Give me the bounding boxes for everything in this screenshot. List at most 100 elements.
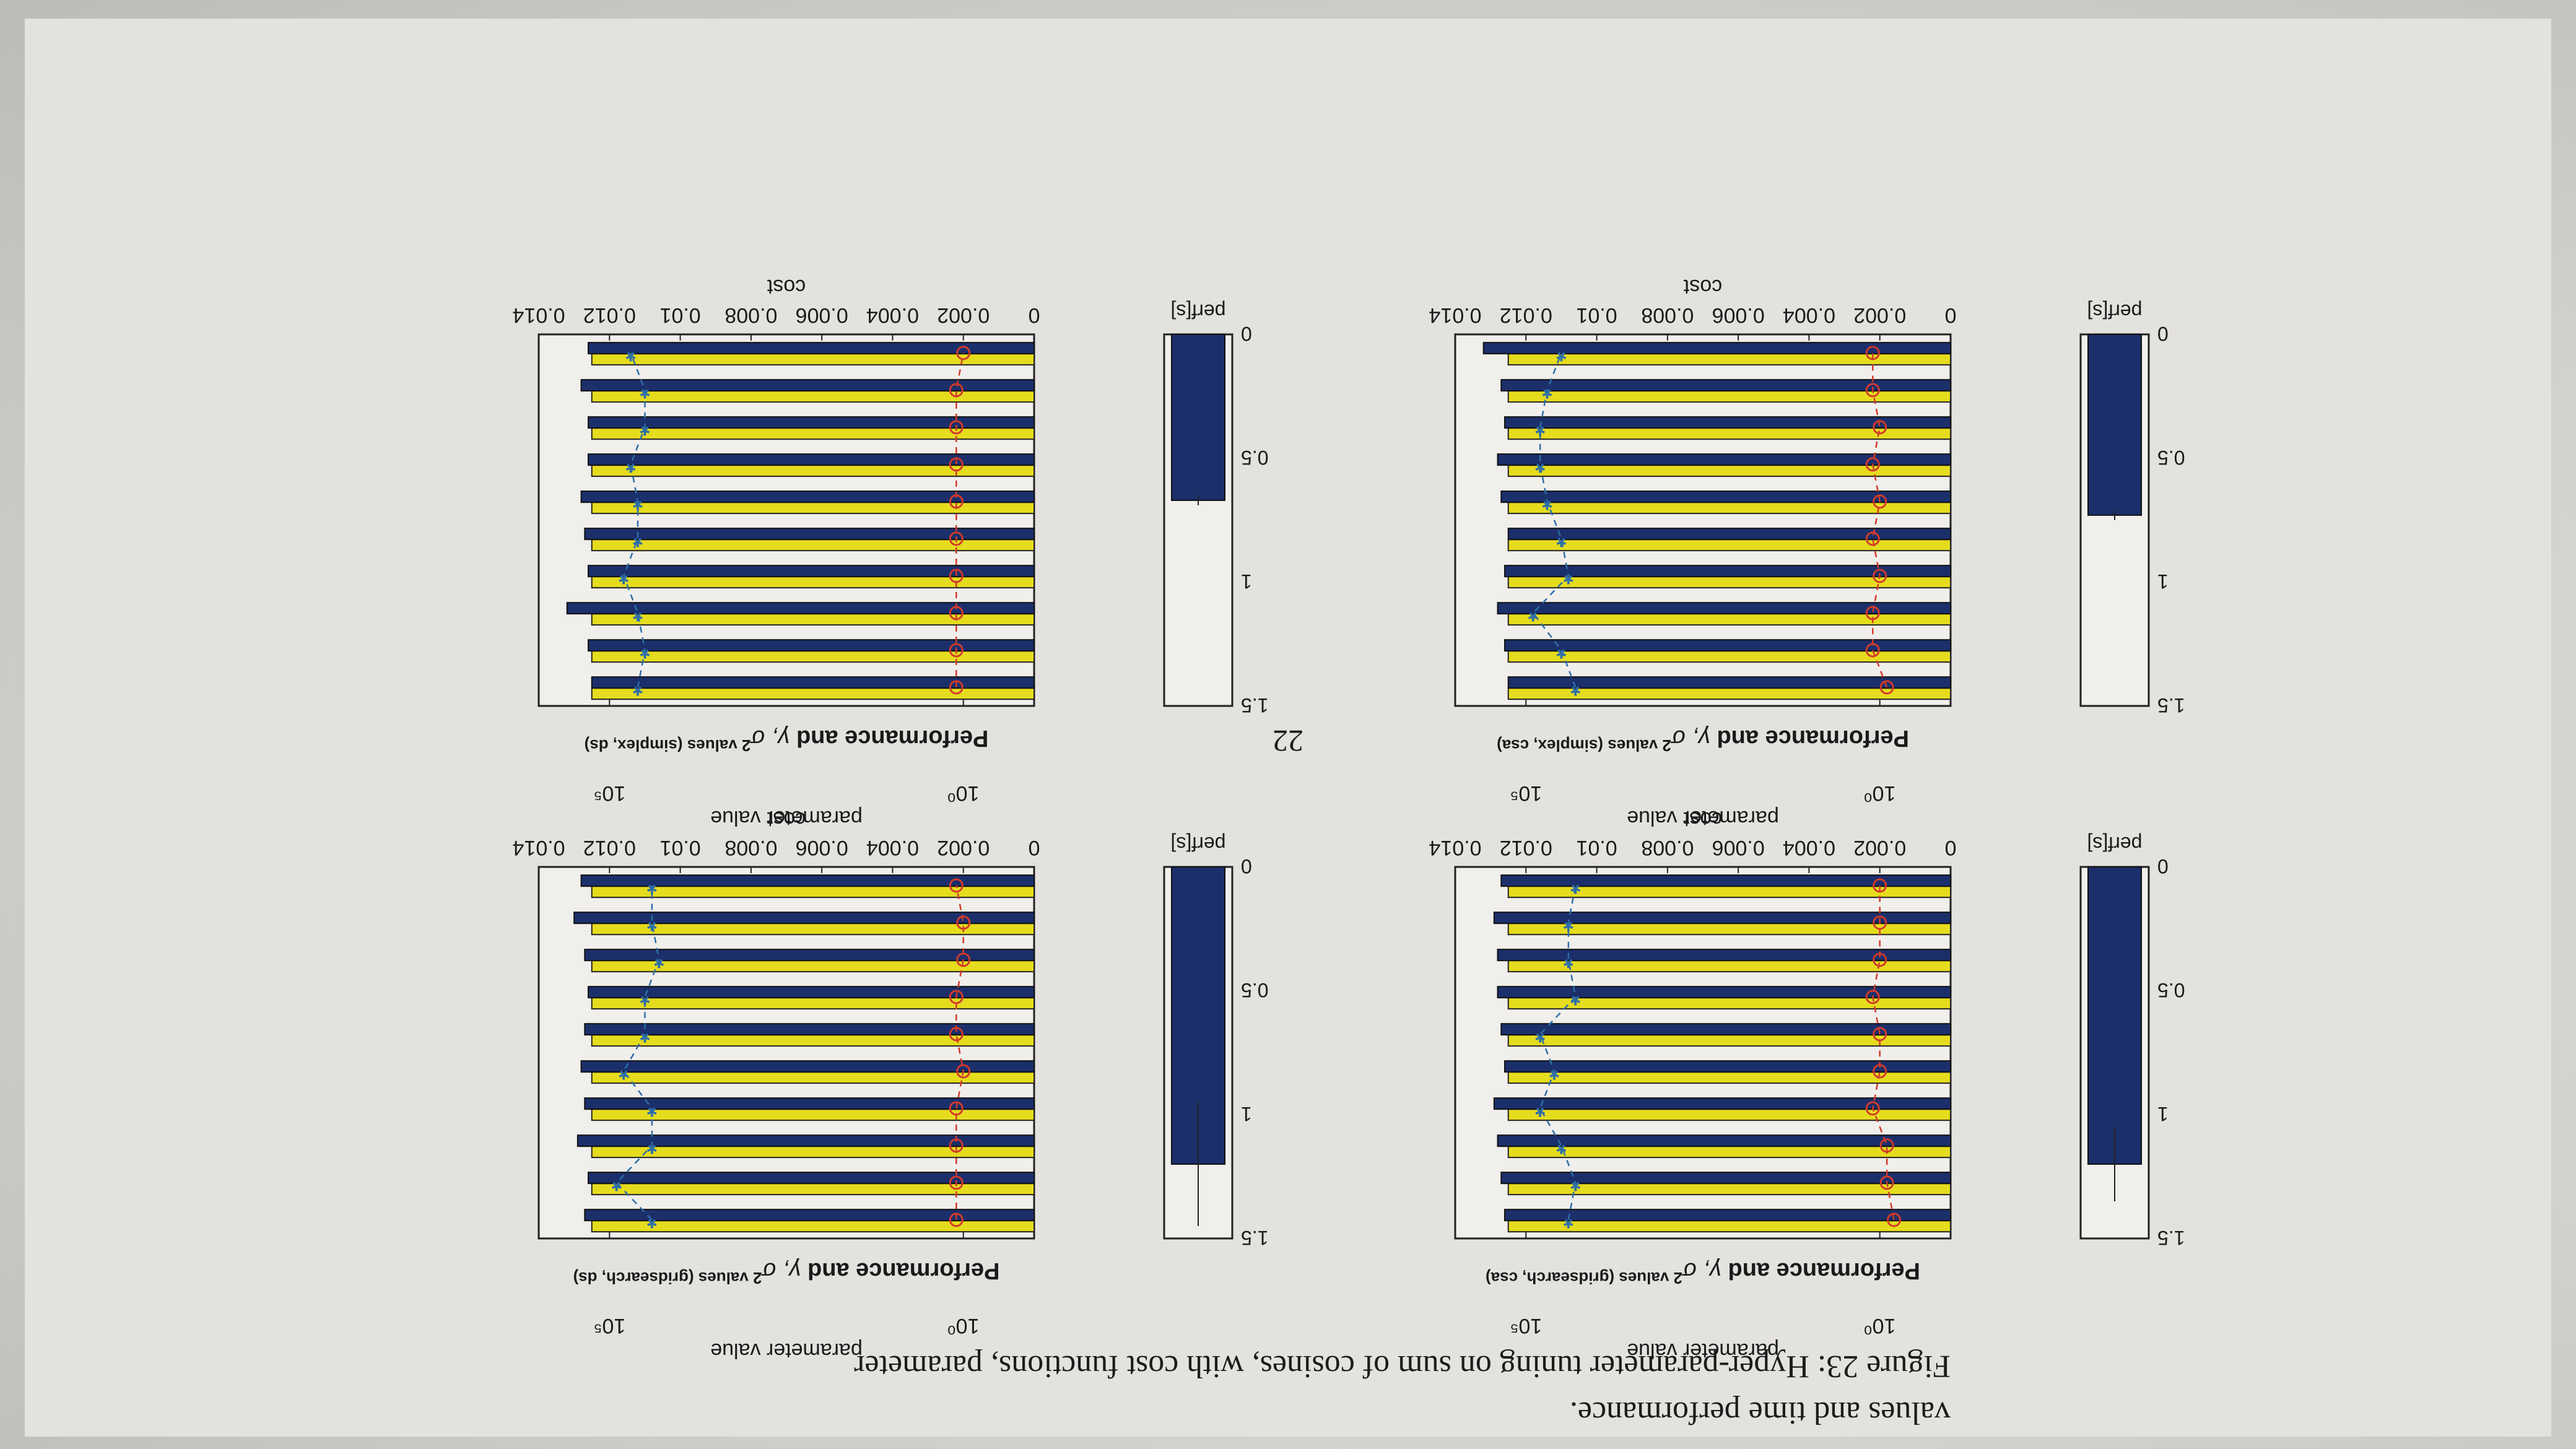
bar-navy [588, 565, 1035, 578]
bar-yellow [591, 464, 1035, 477]
gamma-line [1871, 886, 1895, 1221]
gamma-marker [1865, 383, 1880, 398]
sigma-marker: * [1542, 487, 1552, 515]
bar-yellow [591, 1108, 1035, 1121]
chart-panel-1: Performance and γ, σ2 values (gridsearch… [512, 807, 1268, 1362]
bar-yellow [1507, 960, 1951, 973]
gamma-marker [949, 1027, 964, 1042]
gamma-marker [949, 568, 964, 583]
gamma-marker [1873, 494, 1887, 509]
bar-yellow [1507, 650, 1951, 663]
sigma-marker: * [1535, 1020, 1545, 1047]
sigma-marker: * [647, 908, 657, 936]
sigma-marker: * [654, 946, 664, 973]
sigma-marker: * [640, 376, 650, 403]
chart-panel-2: Performance and γ, σ2 values (simplex, c… [1429, 275, 2185, 830]
bar-navy [577, 1134, 1035, 1147]
bar-yellow [591, 687, 1035, 700]
perf-tick-label: 0.5 [2157, 446, 2185, 469]
param-axis-label: parameter value [1627, 1339, 1779, 1362]
gamma-line [955, 352, 964, 687]
perf-tick-label: 0.5 [2157, 979, 2185, 1001]
bar-navy [1482, 342, 1951, 355]
cost-axis-label: cost [767, 807, 806, 831]
perf-tick-label: 1 [1241, 1103, 1252, 1125]
param-tick-label: 10⁵ [1510, 1314, 1542, 1338]
chart-title-prefix: Performance and [790, 725, 988, 751]
sigma-marker: * [612, 1168, 622, 1196]
sigma-marker: * [1556, 524, 1566, 552]
bar-navy [1497, 986, 1951, 999]
figure-caption-line1: Figure 23: Hyper-parameter tuning on sum… [854, 1349, 1951, 1384]
param-tick-label: 10⁵ [1510, 781, 1542, 805]
gamma-marker [949, 494, 964, 509]
bar-yellow [1507, 923, 1951, 936]
bar-navy [588, 342, 1035, 355]
bar-navy [1504, 565, 1951, 578]
gamma-line [1872, 353, 1888, 688]
sigma-marker: * [1564, 562, 1573, 589]
perf-bar [1171, 334, 1225, 501]
bar-navy [1500, 490, 1951, 503]
bar-navy [588, 416, 1035, 429]
chart-title-suffix: 2 values (simplex, ds) [585, 736, 751, 755]
gamma-marker [949, 1175, 964, 1190]
bar-yellow [591, 576, 1035, 589]
cost-tick-label: 0.004 [1783, 303, 1835, 327]
gamma-marker [949, 420, 964, 435]
gamma-marker [956, 952, 971, 967]
bar-yellow [591, 923, 1035, 936]
param-tick-label: 10⁰ [1864, 1314, 1895, 1338]
bar-yellow [591, 1071, 1035, 1084]
sigma-marker: * [1570, 673, 1580, 700]
gamma-marker [1865, 643, 1880, 658]
bar-yellow [1507, 1034, 1951, 1047]
gamma-marker [949, 457, 964, 472]
gamma-line [955, 885, 964, 1220]
perf-tick-label: 1.5 [1241, 1227, 1268, 1249]
bar-yellow [1507, 502, 1951, 515]
sigma-marker: * [640, 636, 650, 663]
sigma-marker: * [633, 673, 643, 700]
sigma-marker: * [1535, 1094, 1545, 1121]
chart-title-symbols: γ, σ [760, 1258, 801, 1284]
perf-axis-label: perf[s] [1171, 300, 1226, 323]
perf-tick-label: 1 [1241, 570, 1252, 593]
gamma-marker [1879, 1175, 1894, 1190]
gamma-marker [1865, 531, 1880, 546]
perf-tick-label: 0 [1241, 855, 1252, 877]
sigma-marker: * [647, 1206, 657, 1233]
bar-navy [1507, 528, 1951, 541]
sigma-line [1539, 885, 1577, 1221]
gamma-marker [956, 1064, 971, 1079]
cost-tick-label: 0.008 [724, 836, 777, 859]
bar-navy [573, 912, 1035, 925]
chart-title-symbols: γ, σ [749, 725, 790, 751]
bar-navy [580, 874, 1035, 887]
sigma-marker: * [1570, 983, 1580, 1010]
cost-tick-label: 0.002 [937, 303, 990, 327]
chart-title-prefix: Performance and [1710, 725, 1909, 751]
bar-yellow [1507, 1108, 1951, 1121]
sigma-marker: * [640, 1020, 650, 1047]
bar-yellow [1507, 390, 1951, 403]
sigma-marker: * [640, 983, 650, 1010]
bar-navy [1504, 416, 1951, 429]
cost-tick-label: 0.008 [1641, 836, 1694, 859]
chart-panel-3: Performance and γ, σ2 values (simplex, d… [512, 275, 1268, 830]
bar-yellow [591, 1146, 1035, 1159]
bar-navy [584, 1209, 1035, 1222]
cost-tick-label: 0 [1945, 303, 1957, 327]
bar-navy [1504, 639, 1951, 652]
bar-yellow [591, 353, 1035, 366]
gamma-marker [956, 915, 971, 930]
param-tick-label: 10⁵ [593, 781, 625, 805]
page-number: 22 [1273, 724, 1303, 759]
cost-tick-label: 0.014 [512, 303, 565, 327]
perf-axis-label: perf[s] [2087, 833, 2143, 855]
perf-tick-label: 0 [1241, 323, 1252, 345]
gamma-marker [1879, 1138, 1894, 1153]
chart-title-suffix: 2 values (simplex, csa) [1497, 736, 1671, 755]
cost-tick-label: 0.014 [1429, 303, 1481, 327]
